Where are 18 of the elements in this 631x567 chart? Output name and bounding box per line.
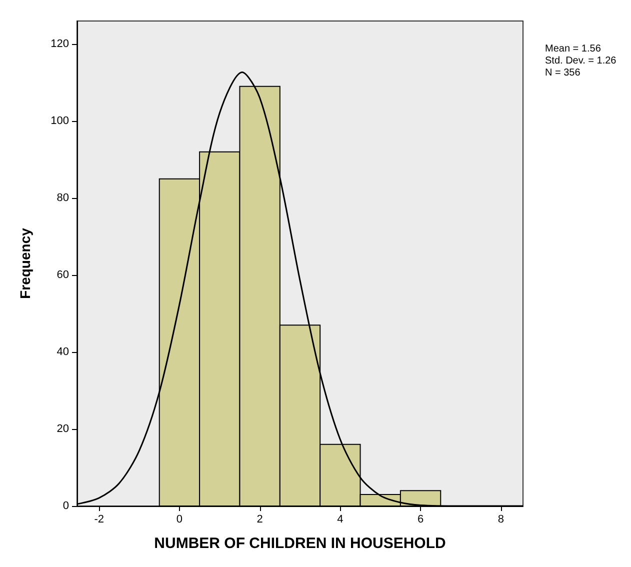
text: Std. Dev. = 1.26	[545, 56, 617, 66]
y-tick-label: 40	[56, 346, 69, 358]
y-tick-label: 100	[50, 115, 69, 128]
y-axis-title: Frequency	[17, 228, 33, 299]
x-tick-label: -2	[94, 514, 104, 526]
y-tick-label: 80	[56, 192, 69, 204]
text: Mean = 1.56	[545, 44, 602, 54]
y-tick-label: 0	[62, 500, 69, 512]
x-axis-title: NUMBER OF CHILDREN IN HOUSEHOLD	[154, 535, 446, 552]
x-tick-label: 8	[498, 514, 504, 526]
x-tick-label: 0	[176, 514, 183, 526]
x-tick-label: 4	[337, 514, 344, 526]
y-tick-label: 60	[56, 269, 69, 282]
x-tick-label: 6	[417, 514, 424, 526]
x-tick-label: 2	[256, 514, 263, 526]
y-tick-label: 120	[50, 38, 69, 50]
y-tick-label: 20	[56, 423, 69, 436]
text: N = 356	[545, 68, 581, 78]
